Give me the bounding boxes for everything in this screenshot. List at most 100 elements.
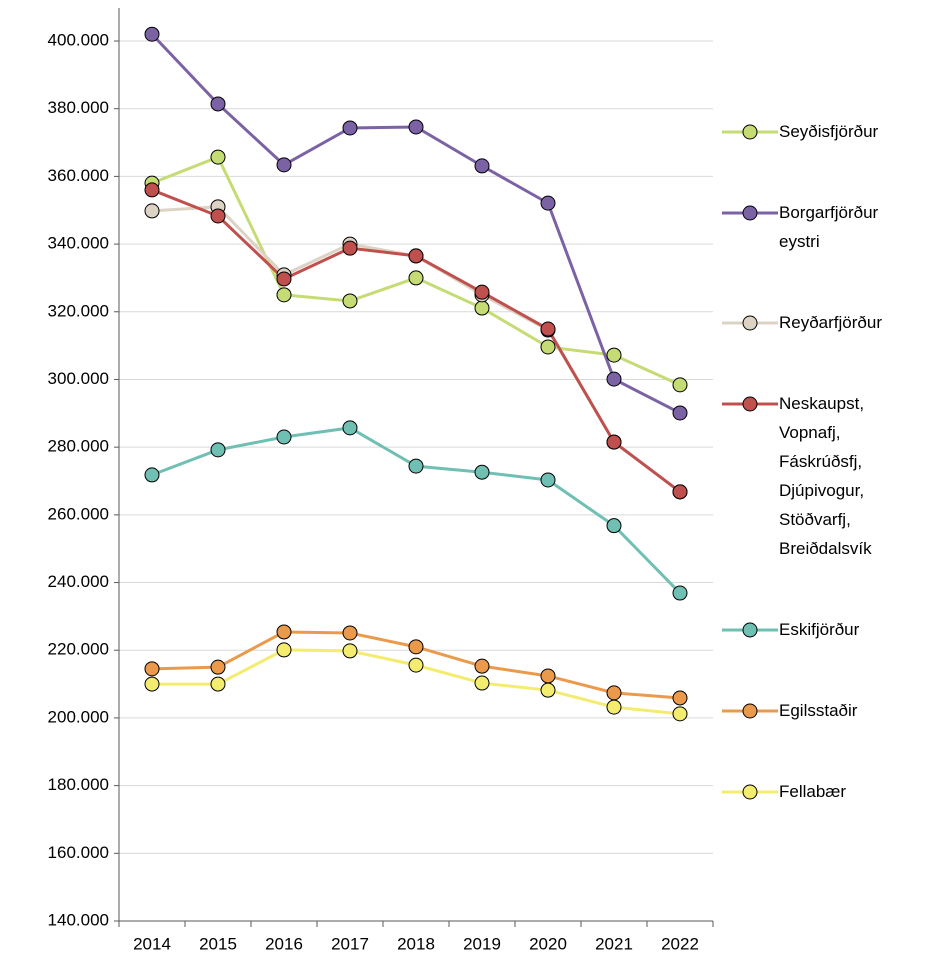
y-tick-label: 380.000	[48, 98, 109, 117]
y-tick-label: 200.000	[48, 707, 109, 726]
data-point	[672, 377, 688, 393]
data-point	[408, 639, 424, 655]
legend-marker	[742, 784, 758, 800]
data-point	[276, 157, 292, 173]
data-point	[672, 585, 688, 601]
data-point	[144, 661, 160, 677]
x-tick-label: 2022	[661, 934, 699, 953]
data-point	[144, 467, 160, 483]
x-tick-label: 2014	[133, 934, 171, 953]
data-point	[474, 675, 490, 691]
data-point	[474, 658, 490, 674]
data-point	[606, 434, 622, 450]
legend-item: Reyðarfjörður	[722, 308, 904, 337]
y-tick-label: 240.000	[48, 572, 109, 591]
legend-label: Fellabær	[779, 782, 847, 801]
legend-item: Neskaupst, Vopnafj, Fáskrúðsfj, Djúpivog…	[722, 389, 904, 563]
data-point	[408, 458, 424, 474]
y-tick-label: 400.000	[48, 30, 109, 49]
legend: Seyðisfjörður Borgarfjörður eystri Reyðarf…	[722, 117, 922, 858]
series-line	[151, 426, 682, 595]
data-point	[474, 300, 490, 316]
data-point	[672, 690, 688, 706]
legend-item: Eskifjörður	[722, 615, 904, 644]
y-tick-label: 160.000	[48, 843, 109, 862]
legend-swatch	[722, 124, 778, 140]
data-point	[276, 287, 292, 303]
data-point	[276, 271, 292, 287]
legend-item: Seyðisfjörður	[722, 117, 904, 146]
series-line	[150, 33, 681, 415]
data-point	[408, 657, 424, 673]
data-point	[606, 518, 622, 534]
data-point	[210, 442, 226, 458]
data-point	[210, 208, 226, 224]
x-tick-label: 2018	[397, 934, 435, 953]
data-point	[210, 676, 226, 692]
data-point	[342, 293, 358, 309]
data-point	[210, 149, 226, 165]
legend-label: Egilsstaðir	[779, 701, 858, 720]
data-point	[540, 668, 556, 684]
data-point	[474, 158, 490, 174]
legend-marker	[742, 205, 758, 221]
data-point	[408, 248, 424, 264]
legend-label: Neskaupst, Vopnafj, Fáskrúðsfj, Djúpivog…	[779, 394, 872, 558]
legend-swatch	[722, 205, 778, 221]
data-point	[408, 270, 424, 286]
data-point	[474, 464, 490, 480]
y-tick-label: 340.000	[48, 234, 109, 253]
data-point	[144, 182, 160, 198]
y-tick-label: 360.000	[48, 166, 109, 185]
data-point	[144, 676, 160, 692]
y-tick-label: 140.000	[48, 910, 109, 929]
legend-swatch	[722, 703, 778, 719]
data-point	[342, 240, 358, 256]
x-tick-label: 2016	[265, 934, 303, 953]
legend-marker	[742, 703, 758, 719]
x-tick-label: 2019	[463, 934, 501, 953]
data-point	[606, 699, 622, 715]
data-point	[342, 625, 358, 641]
data-point	[276, 429, 292, 445]
legend-marker	[742, 315, 758, 331]
data-point	[144, 26, 160, 42]
y-tick-label: 280.000	[48, 437, 109, 456]
x-tick-label: 2015	[199, 934, 237, 953]
x-tick-label: 2021	[595, 934, 633, 953]
data-point	[408, 119, 424, 135]
y-tick-label: 260.000	[48, 504, 109, 523]
data-point	[342, 420, 358, 436]
legend-label: Seyðisfjörður	[779, 122, 879, 141]
data-point	[672, 405, 688, 421]
legend-item: Egilsstaðir	[722, 696, 904, 725]
legend-marker	[742, 622, 758, 638]
legend-swatch	[722, 784, 778, 800]
data-point	[540, 472, 556, 488]
data-point	[144, 203, 160, 219]
x-tick-label: 2020	[529, 934, 567, 953]
data-point	[540, 195, 556, 211]
data-point	[606, 371, 622, 387]
legend-item: Borgarfjörður eystri	[722, 198, 904, 256]
data-point	[276, 642, 292, 658]
y-tick-label: 220.000	[48, 640, 109, 659]
legend-swatch	[722, 315, 778, 331]
y-tick-label: 180.000	[48, 775, 109, 794]
data-point	[606, 685, 622, 701]
legend-label: Borgarfjörður eystri	[779, 203, 879, 251]
data-point	[210, 96, 226, 112]
x-tick-label: 2017	[331, 934, 369, 953]
data-point	[474, 284, 490, 300]
legend-item: Fellabær	[722, 777, 904, 806]
legend-swatch	[722, 396, 778, 412]
y-tick-label: 320.000	[48, 301, 109, 320]
legend-marker	[742, 124, 758, 140]
data-point	[606, 347, 622, 363]
data-point	[342, 120, 358, 136]
legend-marker	[742, 396, 758, 412]
data-point	[540, 321, 556, 337]
data-point	[276, 624, 292, 640]
